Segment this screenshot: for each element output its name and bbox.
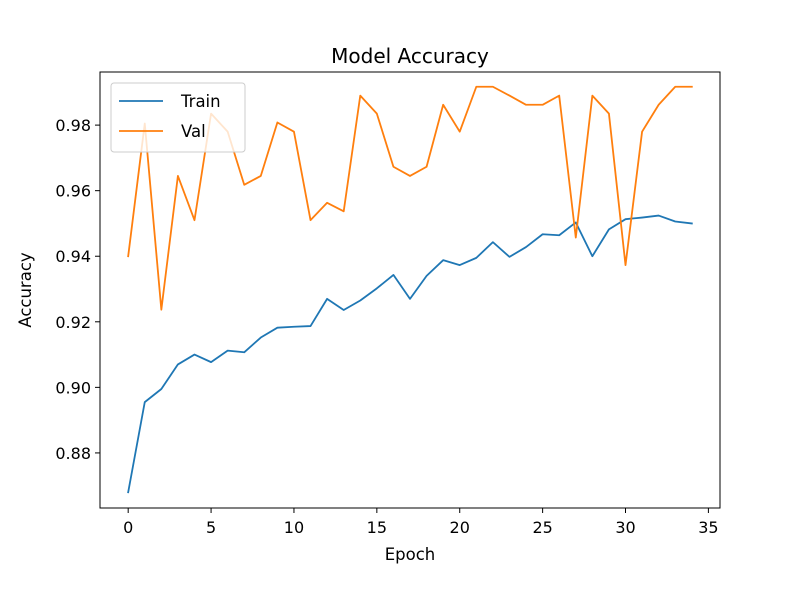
x-tick-label: 25 bbox=[532, 518, 552, 537]
plot-area-frame bbox=[99, 71, 721, 509]
x-axis-label: Epoch bbox=[385, 545, 436, 564]
x-tick-label: 35 bbox=[698, 518, 718, 537]
x-tick-label: 5 bbox=[206, 518, 216, 537]
series-line-train bbox=[127, 214, 693, 494]
x-tick-label: 10 bbox=[284, 518, 304, 537]
y-tick-label: 0.96 bbox=[55, 182, 91, 201]
y-tick-label: 0.98 bbox=[55, 116, 91, 135]
y-tick-label: 0.92 bbox=[55, 313, 91, 332]
y-tick-label: 0.88 bbox=[55, 444, 91, 463]
y-tick-label: 0.94 bbox=[55, 247, 91, 266]
x-axis-ticks: 0 5 10 15 20 25 30 35 bbox=[123, 508, 719, 537]
x-tick-label: 15 bbox=[367, 518, 387, 537]
chart-title: Model Accuracy bbox=[331, 44, 489, 68]
legend: Train Val bbox=[110, 82, 246, 153]
x-tick-label: 0 bbox=[123, 518, 133, 537]
legend-label-train: Train bbox=[180, 92, 221, 111]
y-axis-ticks: 0.88 0.90 0.92 0.94 0.96 0.98 bbox=[55, 116, 100, 463]
y-axis-label: Accuracy bbox=[16, 252, 35, 328]
legend-label-val: Val bbox=[181, 122, 206, 141]
legend-box bbox=[110, 82, 246, 153]
x-tick-label: 30 bbox=[615, 518, 635, 537]
y-tick-label: 0.90 bbox=[55, 378, 91, 397]
x-tick-label: 20 bbox=[450, 518, 470, 537]
